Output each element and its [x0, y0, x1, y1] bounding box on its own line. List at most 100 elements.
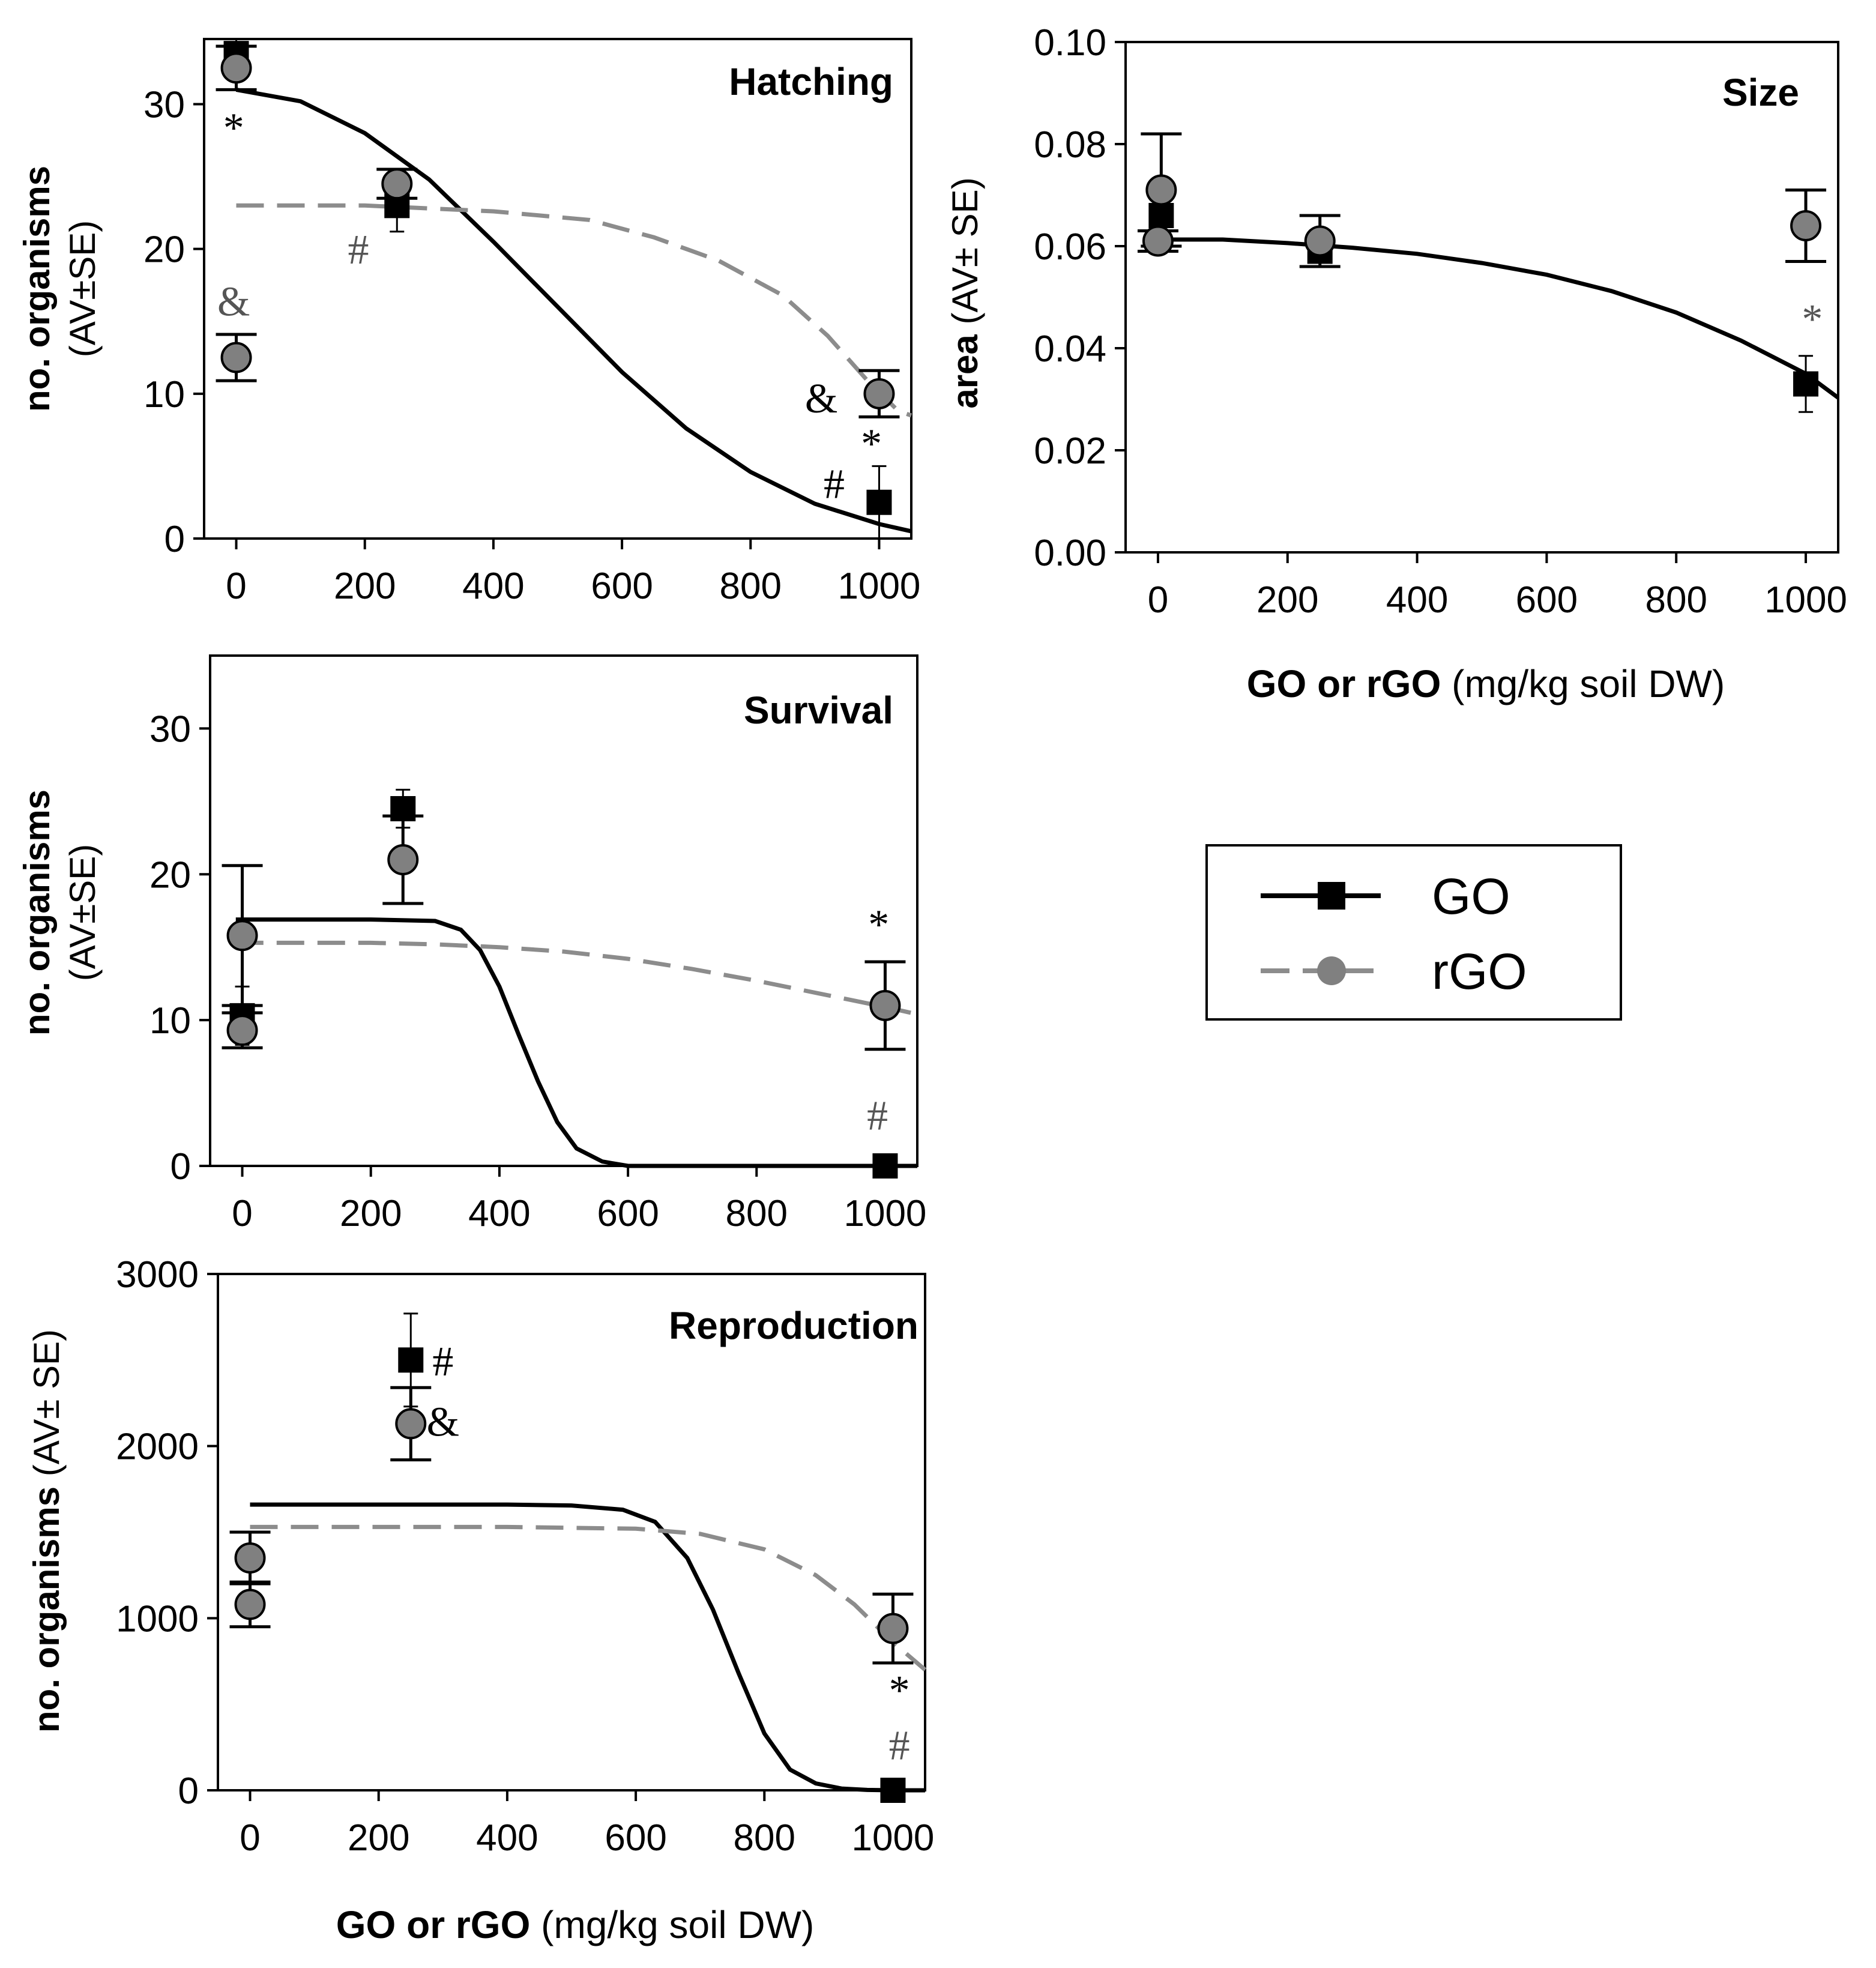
hatching-rgo-circle-marker: [381, 168, 413, 200]
legend-rgo-circle-marker: [1317, 956, 1346, 985]
hatching-xtick-label: 0: [226, 566, 246, 607]
survival-ytick-label: 10: [149, 1000, 191, 1042]
size-ylabel: area (AV± SE): [945, 177, 985, 408]
survival-significance-mark: #: [867, 1093, 888, 1139]
hatching-ytick-label: 0: [164, 519, 185, 560]
reproduction-ylabel-bold: no. organisms: [26, 1487, 67, 1733]
hatching-x-ticks: 0 200 400 600 800 1000: [226, 539, 920, 607]
reproduction-xlabel-bold: GO or rGO: [336, 1903, 531, 1946]
hatching-y-ticks: 0 10 20 30: [143, 85, 204, 560]
size-xtick-label: 600: [1516, 579, 1578, 621]
hatching-data-points: [216, 38, 900, 540]
size-ylabel-bold: area: [945, 334, 985, 409]
reproduction-fit-curves: [250, 1502, 927, 1793]
reproduction-x-ticks: 0 200 400 600 800 1000: [240, 1790, 934, 1859]
size-fit-curves: [1154, 237, 1840, 400]
reproduction-significance-mark: &: [427, 1399, 459, 1445]
size-annotations: *: [1802, 297, 1823, 343]
size-xtick-label: 0: [1148, 579, 1168, 621]
reproduction-xtick-label: 0: [240, 1817, 260, 1859]
reproduction-go-square-marker: [880, 1778, 906, 1803]
survival-ytick-label: 30: [149, 708, 191, 750]
survival-go-square-marker: [872, 1153, 898, 1179]
size-xlabel-normal: (mg/kg soil DW): [1452, 662, 1725, 705]
hatching-rgo-circle-marker: [863, 378, 895, 409]
reproduction-ytick-label: 0: [178, 1770, 199, 1812]
survival-rgo-circle-marker: [387, 844, 419, 875]
reproduction-plot-frame: [217, 1273, 926, 1791]
reproduction-go-square-marker: [398, 1347, 424, 1373]
survival-xtick-label: 800: [726, 1193, 788, 1234]
hatching-significance-mark: &: [805, 376, 837, 422]
hatching-ytick-label: 20: [143, 229, 185, 271]
hatching-significance-mark: *: [861, 421, 882, 467]
hatching-fit-curves: [235, 87, 912, 534]
size-data-points: [1137, 132, 1827, 413]
size-y-ticks: 0.00 0.02 0.04 0.06 0.08 0.10: [1034, 22, 1126, 574]
survival-go-fit-curve: [235, 917, 917, 1168]
survival-rgo-circle-marker: [869, 989, 901, 1021]
reproduction-rgo-circle-marker: [234, 1589, 266, 1620]
reproduction-ytick-label: 3000: [116, 1254, 199, 1296]
legend-rgo-label: rGO: [1432, 943, 1527, 1000]
survival-plot-frame: [209, 654, 918, 1167]
hatching-annotations: *&#&*#: [217, 105, 882, 507]
survival-significance-mark: *: [868, 902, 889, 948]
size-ytick-label: 0.08: [1034, 124, 1106, 166]
hatching-go-square-marker: [866, 489, 892, 515]
survival-ytick-label: 20: [149, 854, 191, 896]
size-xlabel: GO or rGO (mg/kg soil DW): [1247, 662, 1725, 705]
legend-go-label: GO: [1432, 868, 1510, 925]
size-ytick-label: 0.06: [1034, 226, 1106, 268]
size-rgo-circle-marker: [1142, 225, 1174, 257]
reproduction-ytick-label: 2000: [116, 1426, 199, 1468]
reproduction-title: Reproduction: [669, 1304, 918, 1347]
hatching-ylabel-bold: no. organisms: [17, 166, 57, 412]
size-rgo-circle-marker: [1304, 225, 1336, 257]
reproduction-significance-mark: *: [889, 1668, 910, 1714]
reproduction-xlabel-normal: (mg/kg soil DW): [541, 1903, 814, 1946]
hatching-ylabel-sub: (AV±SE): [62, 220, 103, 358]
size-x-ticks: 0 200 400 600 800 1000: [1148, 552, 1847, 621]
survival-panel: Survival no. organisms (AV±SE) 0 200 400 60…: [17, 654, 926, 1234]
reproduction-y-ticks: 0 1000 2000 3000: [116, 1254, 218, 1812]
hatching-go-fit-curve: [235, 87, 912, 534]
reproduction-xlabel: GO or rGO (mg/kg soil DW): [336, 1903, 815, 1946]
hatching-plot-frame: [203, 38, 912, 540]
size-xtick-label: 200: [1256, 579, 1318, 621]
survival-ylabel-sub: (AV±SE): [62, 844, 103, 982]
reproduction-rgo-circle-marker: [877, 1613, 909, 1644]
size-panel: Size area (AV± SE) GO or rGO (mg/kg soil…: [945, 22, 1847, 705]
reproduction-annotations: # & * #: [427, 1339, 910, 1769]
survival-ytick-label: 0: [170, 1146, 191, 1188]
reproduction-ylabel: no. organisms (AV± SE): [26, 1329, 67, 1733]
legend-go-square-marker: [1318, 882, 1345, 910]
reproduction-rgo-circle-marker: [395, 1408, 427, 1440]
survival-ylabel-bold: no. organisms: [17, 789, 57, 1036]
reproduction-significance-mark: #: [432, 1339, 453, 1385]
hatching-ylabel-main: no. organisms: [17, 166, 57, 412]
hatching-title: Hatching: [729, 60, 893, 103]
size-ytick-label: 0.02: [1034, 430, 1106, 472]
size-xtick-label: 400: [1386, 579, 1448, 621]
size-title: Size: [1722, 71, 1799, 114]
survival-annotations: *#: [867, 902, 889, 1139]
size-xlabel-bold: GO or rGO: [1247, 662, 1441, 705]
survival-xtick-label: 400: [468, 1193, 530, 1234]
reproduction-ytick-label: 1000: [116, 1598, 199, 1640]
reproduction-xtick-label: 400: [476, 1817, 538, 1859]
hatching-panel: Hatching no. organisms (AV±SE) 0 200 400 60…: [17, 38, 920, 607]
survival-xtick-label: 0: [232, 1193, 252, 1234]
size-ytick-label: 0.00: [1034, 533, 1106, 574]
size-ytick-label: 0.10: [1034, 22, 1106, 64]
hatching-xtick-label: 800: [720, 566, 782, 607]
hatching-rgo-circle-marker: [220, 342, 252, 373]
reproduction-xtick-label: 1000: [851, 1817, 934, 1859]
hatching-significance-mark: #: [824, 461, 845, 507]
reproduction-rgo-circle-marker: [234, 1542, 266, 1574]
size-significance-mark: *: [1802, 297, 1823, 343]
reproduction-ylabel-normal: (AV± SE): [26, 1329, 67, 1476]
hatching-significance-mark: #: [348, 227, 369, 273]
survival-rgo-fit-curve: [235, 940, 918, 1016]
